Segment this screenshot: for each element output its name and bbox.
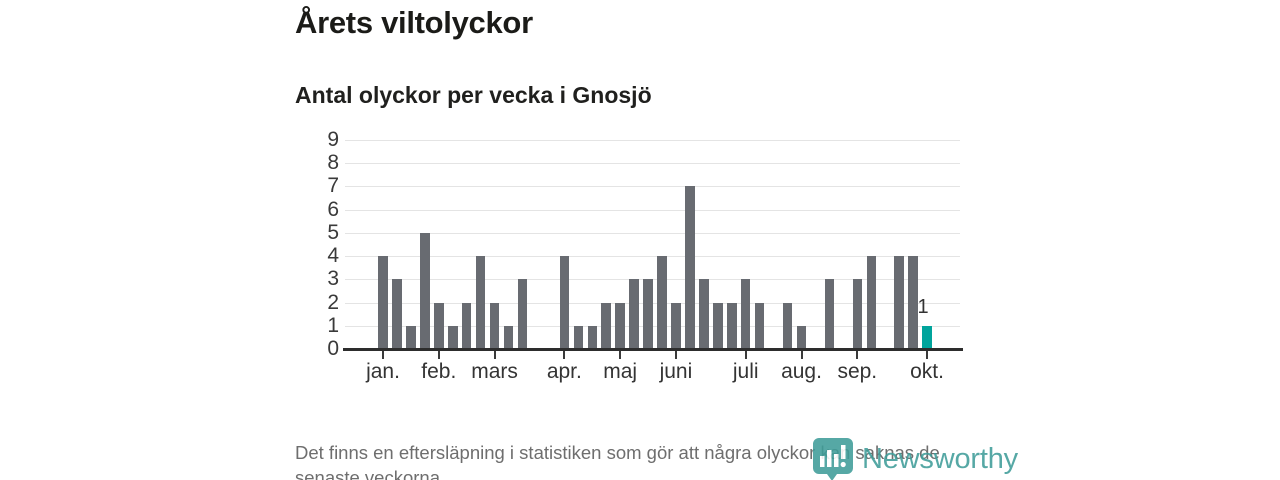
bar-week-17: [601, 302, 611, 349]
x-tick-apr: [563, 351, 566, 359]
bar-week-5: [434, 302, 444, 349]
bar-week-26: [727, 302, 737, 349]
bar-week-20: [643, 279, 653, 349]
bar-week-30: [782, 302, 793, 349]
x-tick-jan: [382, 351, 384, 359]
bar-week-7: [461, 302, 472, 349]
x-axis-label-juni: juni: [659, 360, 693, 383]
bar-week-11: [517, 279, 528, 349]
x-tick-feb: [437, 351, 440, 359]
bar-week-8: [475, 256, 486, 349]
chart-footnote: Det finns en eftersläpning i statistiken…: [295, 442, 940, 480]
bar-week-18: [615, 302, 625, 349]
x-tick-juli: [744, 351, 747, 359]
bar-week-36: [866, 256, 876, 349]
bar-week-33: [824, 279, 835, 349]
bar-week-10: [503, 325, 514, 349]
x-tick-aug: [800, 351, 803, 359]
x-axis-label-apr: apr.: [546, 360, 582, 383]
x-axis-label-jan: jan.: [366, 360, 400, 383]
bar-week-15: [573, 325, 584, 349]
y-axis-label-9: 9: [327, 128, 339, 151]
y-axis-label-1: 1: [327, 313, 339, 337]
gridline-y-6: [345, 209, 960, 211]
x-axis-label-okt: okt.: [910, 360, 944, 383]
x-axis-label-feb: feb.: [421, 360, 457, 383]
y-axis-label-2: 2: [327, 290, 339, 314]
bar-week-38: [894, 256, 904, 349]
x-tick-okt: [926, 351, 929, 359]
x-axis-label-aug: aug.: [781, 360, 822, 383]
newsworthy-logo: Newsworthy: [812, 437, 1018, 480]
bar-week-21: [657, 256, 667, 349]
chart-subtitle: Antal olyckor per vecka i Gnosjö: [295, 82, 652, 108]
bar-week-31: [796, 325, 807, 349]
x-axis-label-mars: mars: [471, 360, 518, 383]
bar-week-16: [587, 325, 597, 349]
gridline-y-9: [345, 140, 960, 141]
y-axis-label-0: 0: [327, 337, 339, 360]
bar-week-24: [699, 279, 709, 349]
x-axis-label-maj: maj: [603, 360, 638, 383]
gridline-y-8: [345, 163, 960, 165]
bar-week-35: [852, 279, 863, 349]
bar-week-19: [629, 279, 639, 349]
y-axis-label-3: 3: [327, 267, 339, 291]
x-tick-maj: [619, 351, 622, 359]
y-axis-label-4: 4: [327, 244, 339, 268]
newsworthy-wordmark: Newsworthy: [862, 443, 1018, 475]
bar-week-28: [754, 302, 765, 349]
bar-week-40: [922, 325, 932, 349]
x-tick-mars: [493, 351, 496, 359]
y-axis-label-7: 7: [327, 174, 339, 198]
y-axis-label-8: 8: [327, 151, 339, 175]
gridline-y-7: [345, 186, 960, 188]
bar-week-27: [740, 279, 751, 349]
x-tick-sep: [856, 351, 859, 359]
bar-week-22: [671, 302, 681, 349]
gridline-y-4: [345, 256, 960, 258]
bar-week-3: [406, 325, 416, 349]
x-axis-label-juli: juli: [732, 360, 759, 383]
bar-week-14: [559, 256, 570, 349]
bar-week-1: [378, 256, 388, 349]
page-title: Årets viltolyckor: [295, 5, 533, 40]
gridline-y-5: [345, 232, 960, 234]
bar-week-6: [448, 325, 458, 349]
bar-week-9: [489, 302, 500, 349]
bar-week-23: [685, 186, 695, 349]
newsworthy-pin-barchart-icon: [812, 437, 854, 480]
bar-week-4: [420, 232, 430, 349]
x-axis-line: [343, 348, 963, 351]
bar-week-39: [908, 256, 918, 349]
bar-week-25: [713, 302, 723, 349]
highlight-value-label: 1: [917, 295, 929, 318]
y-axis-label-5: 5: [327, 220, 339, 244]
x-tick-juni: [674, 351, 677, 359]
bar-week-2: [392, 279, 402, 349]
y-axis-label-6: 6: [327, 197, 339, 221]
x-axis-label-sep: sep.: [837, 360, 878, 383]
